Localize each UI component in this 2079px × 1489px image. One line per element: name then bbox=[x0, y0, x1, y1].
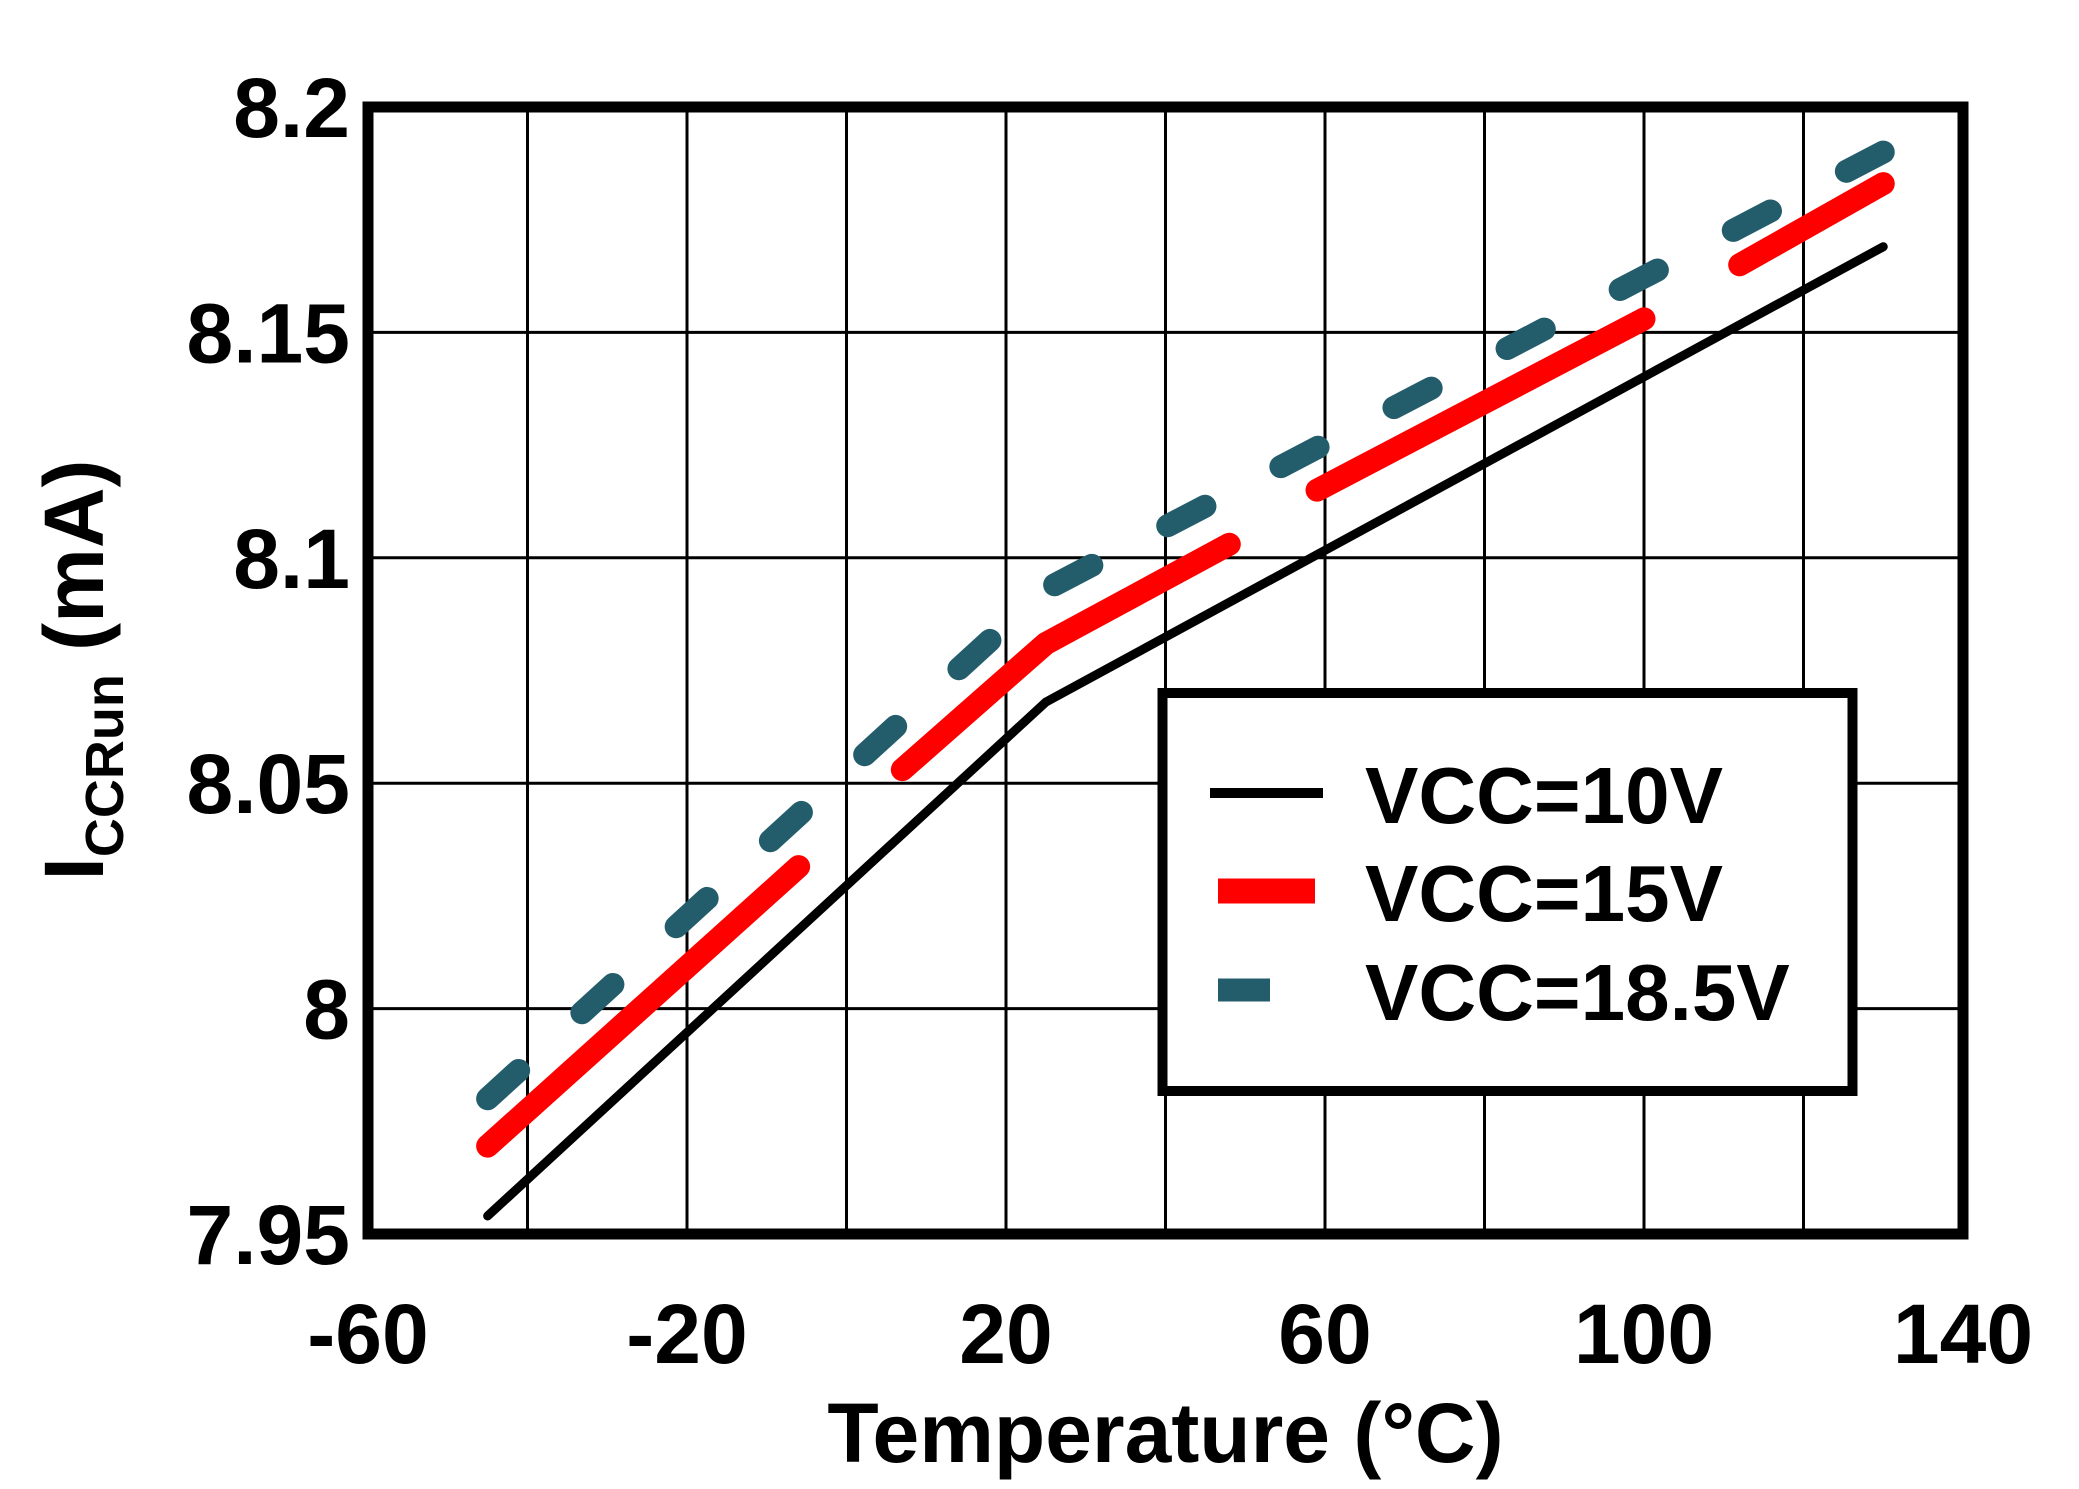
y-tick-label: 8.15 bbox=[187, 286, 351, 380]
legend-sample-vcc-18-5v bbox=[1218, 978, 1270, 1002]
series-line-vcc-15v bbox=[1728, 172, 1895, 277]
y-axis-title-subscript: CCRun bbox=[75, 674, 135, 857]
y-tick-label: 7.95 bbox=[187, 1188, 351, 1282]
y-tick-label: 8.2 bbox=[233, 61, 350, 155]
x-tick-label: 60 bbox=[1278, 1287, 1371, 1381]
x-tick-label: -60 bbox=[307, 1287, 428, 1381]
y-axis-title-unit: (mA) bbox=[27, 460, 121, 675]
x-tick-label: 20 bbox=[959, 1287, 1052, 1381]
series-line-vcc-10v bbox=[483, 242, 1888, 1221]
series-line-vcc-15v bbox=[1305, 307, 1656, 502]
series-line-vcc-15v bbox=[476, 855, 811, 1158]
plot-border bbox=[362, 101, 1969, 1240]
x-axis-title: Temperature (°C) bbox=[827, 1386, 1503, 1480]
x-tick-label: -20 bbox=[626, 1287, 747, 1381]
series-line-vcc-15v bbox=[890, 532, 1241, 782]
series-line-vcc-18-5v bbox=[476, 140, 1895, 1111]
legend-sample-vcc-15v bbox=[1218, 878, 1315, 904]
series-group bbox=[476, 140, 1895, 1221]
y-axis-title: ICCRun (mA) bbox=[27, 460, 135, 881]
y-tick-label: 8.05 bbox=[187, 737, 351, 831]
y-axis-title-text: ICCRun (mA) bbox=[27, 460, 135, 881]
legend-item-label: VCC=18.5V bbox=[1365, 948, 1790, 1037]
legend-item-label: VCC=10V bbox=[1365, 751, 1723, 840]
x-tick-label: 140 bbox=[1893, 1287, 2033, 1381]
legend: VCC=10V VCC=15V VCC=18.5V bbox=[1157, 688, 1858, 1096]
y-tick-label: 8.1 bbox=[233, 512, 350, 606]
x-tick-label: 100 bbox=[1574, 1287, 1714, 1381]
y-tick-label: 8 bbox=[303, 963, 350, 1057]
y-axis-title-main: I bbox=[27, 857, 121, 880]
legend-item-label: VCC=15V bbox=[1365, 849, 1723, 938]
